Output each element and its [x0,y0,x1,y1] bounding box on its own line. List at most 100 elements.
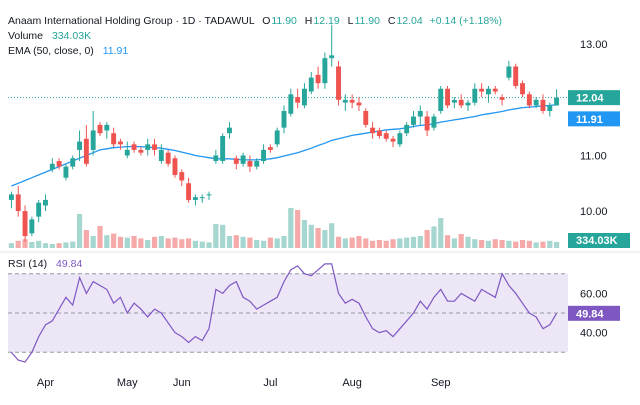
candle-body [267,147,273,150]
candle-body [363,110,369,125]
candle-body [83,138,89,164]
volume-bar [349,237,355,248]
candle-body [301,88,307,106]
ohlc-high: H12.19 [304,15,340,27]
volume-bar [179,239,185,248]
candle-body [90,130,96,150]
x-tick-label: Jun [173,377,191,389]
rsi-tick-label: 60.00 [580,288,608,300]
volume-bar [363,238,369,248]
volume-label: Volume [8,30,44,42]
volume-bar [192,240,198,248]
volume-bar [15,240,21,248]
volume-bar [506,240,512,248]
candle-body [383,133,389,139]
volume-bar [526,240,532,248]
candle-body [376,130,382,136]
candle-body [506,66,512,78]
candle-body [49,163,55,170]
ema-price-tag-bg [568,111,620,127]
volume-bar [383,240,389,248]
volume-bar [220,224,226,248]
ohlc-open: O11.90 [262,15,297,27]
ema-line [11,104,557,187]
volume-bar [472,239,478,248]
volume-bar [404,237,410,248]
volume-bar [233,235,239,248]
ohlc-low: L11.90 [347,15,380,27]
volume-bar [199,241,205,248]
candle-body [104,124,110,131]
volume-bar [513,241,519,248]
rsi-last-tag-bg [568,305,620,321]
ohlc-close: C12.04 [387,15,423,27]
ema-price-tag: 11.91 [576,114,603,126]
volume-bar [554,242,560,248]
volume-bar [90,236,96,248]
candle-body [322,58,328,84]
candle-body [186,183,192,200]
volume-bar [226,236,233,248]
x-tick-label: Aug [342,377,362,389]
volume-bar [83,230,89,248]
candle-body [445,88,451,106]
volume-bar [49,244,55,248]
candle-body [158,149,164,162]
candle-body [390,138,396,142]
volume-bar [97,226,103,248]
candle-body [458,99,464,106]
candle-body [336,66,341,100]
volume-bar [295,210,301,248]
volume-bar [376,240,382,248]
candle-body [349,99,355,103]
volume-bar [424,230,430,248]
volume-bar [342,238,348,248]
rsi-tick-label: 40.00 [580,328,608,340]
volume-bar [390,239,396,248]
volume-bar [410,236,417,248]
volume-bar [519,240,526,248]
volume-bar [417,236,423,248]
x-tick-label: Sep [431,377,451,389]
candle-body [247,161,253,167]
candle-body [227,127,232,134]
volume-bar [274,238,280,248]
volume-bar [308,224,314,248]
volume-value: 334.03K [51,30,92,42]
volume-bar [36,240,42,248]
candle-body [404,124,410,134]
candle-body [295,97,301,103]
volume-bar [63,242,69,248]
volume-bar [29,242,35,248]
candle-body [485,88,491,95]
x-tick-label: Apr [37,377,54,389]
candle-body [308,77,314,92]
candle-body [411,116,416,125]
candle-body [29,219,35,234]
volume-bar [322,230,328,248]
candle-body [22,211,28,237]
volume-bar [186,238,192,248]
volume-bar [145,240,151,248]
rsi-legend: RSI (14) 49.84 [8,258,82,270]
candle-body [152,144,157,150]
candle-body [145,144,151,150]
candle-body [233,158,239,164]
x-tick-label: Jul [263,377,277,389]
candle-body [499,97,505,100]
candle-body [465,102,471,106]
volume-bar [8,243,14,248]
candle-body [547,105,553,111]
candle-body [97,124,103,134]
volume-tag-bg [568,233,630,248]
candle-body [281,110,287,128]
volume-bar [165,238,171,248]
volume-bar [499,240,505,248]
candle-body [288,94,294,114]
candle-body [520,83,525,95]
volume-bar [397,238,403,248]
volume-bar [329,223,335,248]
volume-legend: Volume 334.03K [8,29,91,43]
volume-bar [172,237,178,248]
